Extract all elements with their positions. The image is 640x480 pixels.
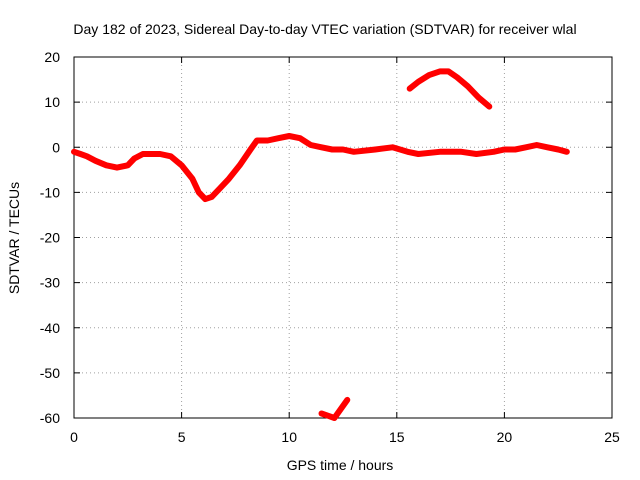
y-axis-label: SDTVAR / TECUs — [6, 182, 22, 294]
y-tick-label: -10 — [40, 184, 60, 200]
y-tick-label: -20 — [40, 230, 60, 246]
y-tick-label: 0 — [52, 139, 60, 155]
x-tick-label: 10 — [281, 429, 297, 445]
y-tick-label: 10 — [44, 94, 60, 110]
y-tick-label: 20 — [44, 49, 60, 65]
series-upper-arc — [406, 68, 493, 110]
y-tick-label: -50 — [40, 365, 60, 381]
chart-title: Day 182 of 2023, Sidereal Day-to-day VTE… — [73, 21, 576, 37]
y-tick-label: -30 — [40, 275, 60, 291]
x-tick-label: 15 — [389, 429, 405, 445]
grid — [74, 57, 612, 418]
x-tick-label: 20 — [497, 429, 513, 445]
y-tick-label: -60 — [40, 410, 60, 426]
x-axis-label: GPS time / hours — [287, 457, 394, 473]
axis-ticks: 0 5 10 15 20 25 20 10 0 -10 -20 -30 -40 -50 -60 — [40, 49, 620, 445]
series-bottom-check — [318, 396, 351, 421]
x-tick-label: 5 — [178, 429, 186, 445]
data-series — [71, 68, 570, 421]
x-tick-label: 0 — [70, 429, 78, 445]
series-main-trace — [71, 133, 570, 203]
x-tick-label: 25 — [604, 429, 620, 445]
y-tick-label: -40 — [40, 320, 60, 336]
